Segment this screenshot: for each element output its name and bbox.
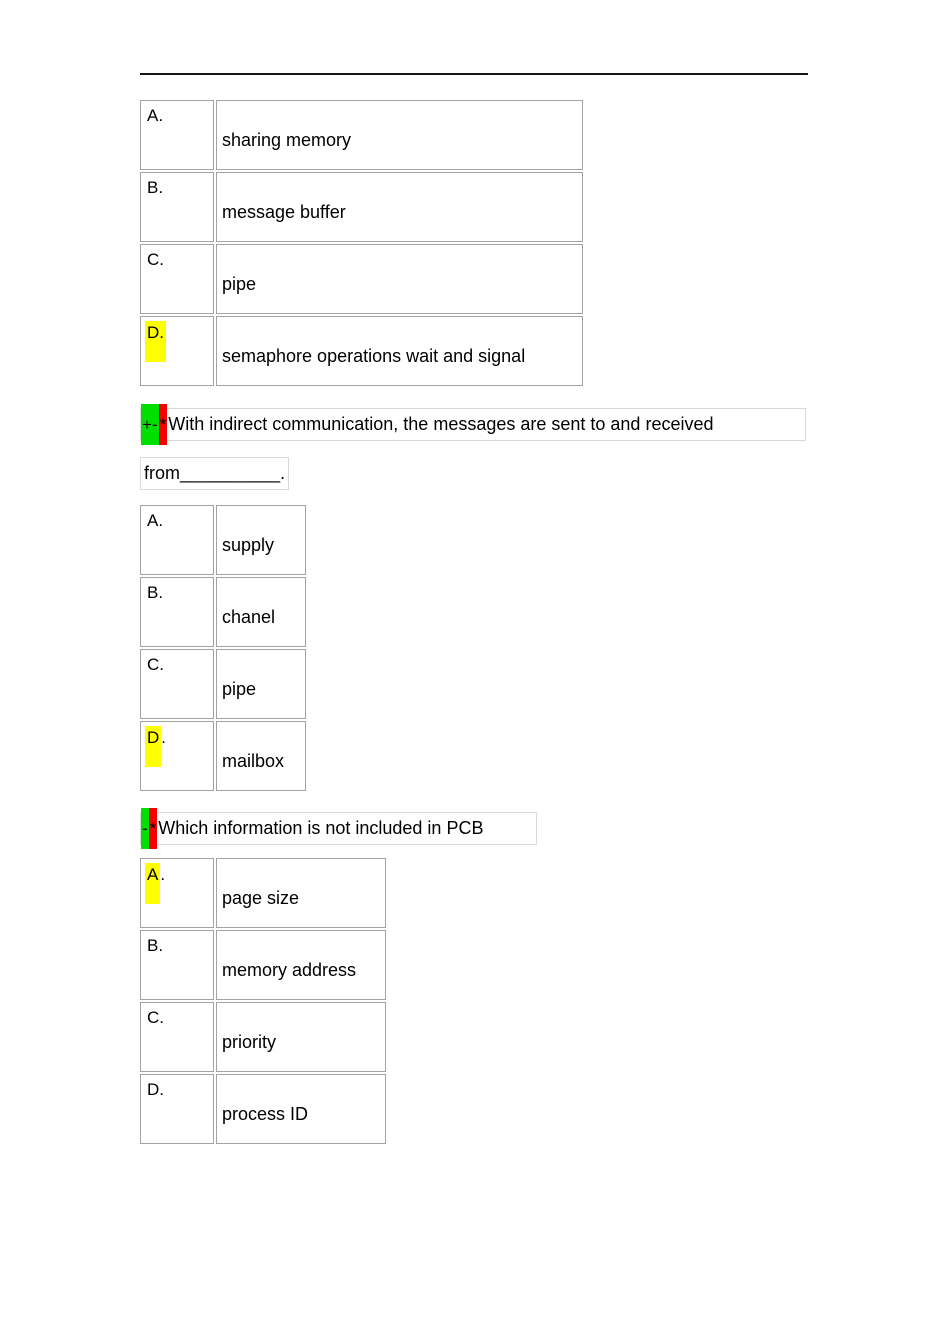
option-letter-cell: C. bbox=[140, 1002, 214, 1072]
option-letter: C. bbox=[141, 245, 213, 271]
option-text: pipe bbox=[222, 679, 257, 699]
option-text-cell: sharing memory bbox=[216, 100, 583, 170]
revision-marker-green: +- bbox=[141, 404, 159, 445]
option-text-cell: mailbox bbox=[216, 721, 306, 791]
option-text-cell: page size bbox=[216, 858, 386, 928]
table-row: D. semaphore operations wait and signal bbox=[140, 316, 583, 386]
option-letter-text: C. bbox=[147, 250, 164, 269]
option-letter-cell: A. bbox=[140, 858, 214, 928]
option-letter: A. bbox=[141, 506, 213, 532]
highlighted-letter: D. bbox=[145, 321, 166, 362]
table-row: D. process ID bbox=[140, 1074, 386, 1144]
option-text: memory address bbox=[222, 960, 357, 980]
table-row: C. pipe bbox=[140, 244, 583, 314]
options-table-2: A. supply B. chanel C. pipe D. bbox=[138, 503, 308, 793]
option-letter-text: A. bbox=[147, 106, 164, 125]
option-letter-text: B. bbox=[147, 936, 164, 955]
revision-marker-red: * bbox=[148, 808, 158, 849]
revision-marker-green: - bbox=[141, 808, 149, 849]
option-letter: B. bbox=[141, 173, 213, 199]
option-letter-text: D. bbox=[147, 1080, 164, 1099]
table-row: B. chanel bbox=[140, 577, 306, 647]
option-text-cell: message buffer bbox=[216, 172, 583, 242]
horizontal-rule bbox=[140, 73, 808, 75]
option-text-cell: memory address bbox=[216, 930, 386, 1000]
option-text: semaphore operations wait and signal bbox=[222, 346, 526, 366]
option-letter-cell: A. bbox=[140, 100, 214, 170]
option-letter: B. bbox=[141, 578, 213, 604]
option-letter-cell: B. bbox=[140, 930, 214, 1000]
option-letter-text: . bbox=[160, 865, 166, 884]
option-text: pipe bbox=[222, 274, 257, 294]
question-1-line-1: +- * With indirect communication, the me… bbox=[140, 404, 806, 445]
option-text-cell: chanel bbox=[216, 577, 306, 647]
table-row: A. sharing memory bbox=[140, 100, 583, 170]
fill-in-blank-text: from__________. bbox=[144, 463, 286, 483]
option-letter-cell: C. bbox=[140, 244, 214, 314]
question-2-line: - * Which information is not included in… bbox=[140, 808, 537, 849]
option-text: process ID bbox=[222, 1104, 309, 1124]
option-letter-cell: C. bbox=[140, 649, 214, 719]
option-text-cell: pipe bbox=[216, 649, 306, 719]
option-text-cell: priority bbox=[216, 1002, 386, 1072]
question-text: With indirect communication, the message… bbox=[168, 414, 714, 434]
highlighted-letter: A bbox=[145, 863, 161, 904]
option-letter-text: C. bbox=[147, 655, 164, 674]
option-letter: C. bbox=[141, 650, 213, 676]
option-text-cell: semaphore operations wait and signal bbox=[216, 316, 583, 386]
option-letter-text: B. bbox=[147, 583, 164, 602]
option-letter-cell: B. bbox=[140, 172, 214, 242]
option-letter-text: . bbox=[161, 728, 167, 747]
option-letter-cell: B. bbox=[140, 577, 214, 647]
option-letter: A. bbox=[141, 101, 213, 127]
highlighted-letter: D bbox=[145, 726, 162, 767]
option-letter: D. bbox=[141, 1075, 213, 1101]
table-row: A. supply bbox=[140, 505, 306, 575]
options-table-3: A. page size B. memory address C. priori… bbox=[138, 856, 388, 1146]
option-text-cell: pipe bbox=[216, 244, 583, 314]
option-text: mailbox bbox=[222, 751, 285, 771]
option-text: message buffer bbox=[222, 202, 346, 222]
option-text: chanel bbox=[222, 607, 276, 627]
table-row: C. pipe bbox=[140, 649, 306, 719]
question-text: Which information is not included in PCB bbox=[158, 818, 484, 838]
option-text: sharing memory bbox=[222, 130, 352, 150]
option-text: page size bbox=[222, 888, 300, 908]
table-row: C. priority bbox=[140, 1002, 386, 1072]
option-letter-cell: A. bbox=[140, 505, 214, 575]
table-row: A. page size bbox=[140, 858, 386, 928]
table-row: B. message buffer bbox=[140, 172, 583, 242]
option-letter-text: B. bbox=[147, 178, 164, 197]
option-letter: C. bbox=[141, 1003, 213, 1029]
option-text-cell: process ID bbox=[216, 1074, 386, 1144]
option-letter: D. bbox=[141, 722, 213, 767]
option-text-cell: supply bbox=[216, 505, 306, 575]
revision-marker-red: * bbox=[158, 404, 168, 445]
option-letter-cell: D. bbox=[140, 1074, 214, 1144]
option-letter-text: C. bbox=[147, 1008, 164, 1027]
option-letter-cell: D. bbox=[140, 721, 214, 791]
options-table-1: A. sharing memory B. message buffer C. p… bbox=[138, 98, 585, 388]
option-letter: B. bbox=[141, 931, 213, 957]
table-row: D. mailbox bbox=[140, 721, 306, 791]
option-letter-cell: D. bbox=[140, 316, 214, 386]
option-text: priority bbox=[222, 1032, 277, 1052]
option-letter-text: A. bbox=[147, 511, 164, 530]
option-letter: A. bbox=[141, 859, 213, 904]
question-1-line-2: from__________. bbox=[140, 457, 290, 490]
option-text: supply bbox=[222, 535, 275, 555]
option-letter: D. bbox=[141, 317, 213, 362]
table-row: B. memory address bbox=[140, 930, 386, 1000]
